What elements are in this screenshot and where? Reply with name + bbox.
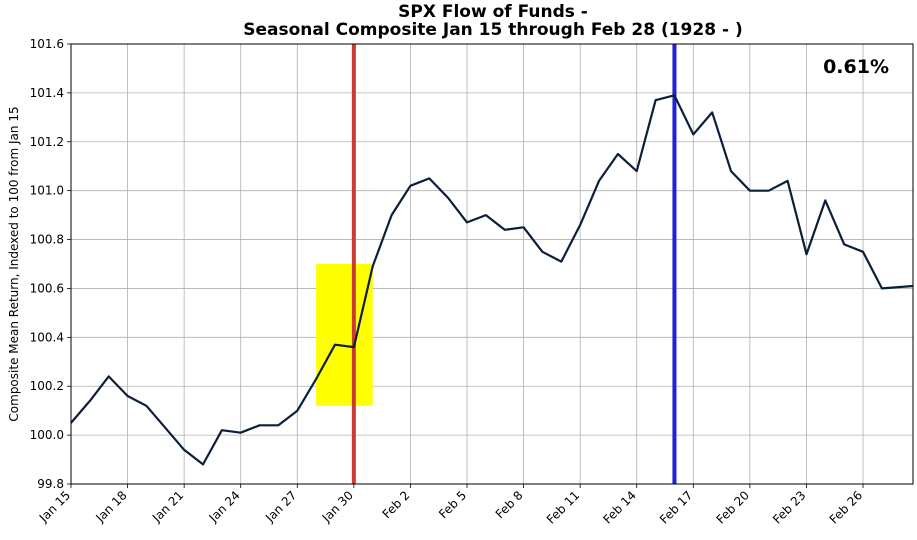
return-annotation: 0.61% xyxy=(823,56,889,78)
x-tick-label: Jan 15 xyxy=(36,488,73,525)
x-tick-label: Feb 14 xyxy=(600,488,638,526)
y-tick-label: 100.6 xyxy=(30,281,64,295)
highlight-box xyxy=(316,264,373,406)
x-tick-label: Feb 11 xyxy=(544,488,582,526)
x-tick-label: Feb 17 xyxy=(657,488,695,526)
plot-frame xyxy=(70,43,914,485)
x-tick-label: Jan 30 xyxy=(319,488,356,525)
y-tick-label: 100.2 xyxy=(30,379,64,393)
chart-title-line2: Seasonal Composite Jan 15 through Feb 28… xyxy=(243,20,742,40)
x-tick-label: Jan 18 xyxy=(93,488,130,525)
x-tick-label: Jan 24 xyxy=(206,488,243,525)
y-axis-label: Composite Mean Return, Indexed to 100 fr… xyxy=(7,106,21,421)
grid-lines xyxy=(70,43,913,485)
y-tick-label: 99.8 xyxy=(37,477,64,491)
chart-title-line1: SPX Flow of Funds - xyxy=(398,2,588,22)
y-tick-label: 101.6 xyxy=(30,37,64,51)
x-tick-label: Jan 27 xyxy=(262,488,299,525)
x-tick-label: Feb 23 xyxy=(770,488,808,526)
y-tick-label: 101.0 xyxy=(30,184,64,198)
y-tick-label: 101.2 xyxy=(30,135,64,149)
x-tick-label: Feb 20 xyxy=(714,488,752,526)
y-tick-label: 101.4 xyxy=(30,86,64,100)
series-line xyxy=(70,94,914,466)
y-tick-label: 100.8 xyxy=(30,233,64,247)
x-tick-label: Feb 8 xyxy=(493,488,526,521)
x-tick-label: Feb 2 xyxy=(380,488,413,521)
y-tick-label: 100.0 xyxy=(30,428,64,442)
y-tick-label: 100.4 xyxy=(30,330,64,344)
x-tick-label: Feb 5 xyxy=(436,488,469,521)
x-tick-label: Jan 21 xyxy=(149,488,186,525)
x-tick-label: Feb 26 xyxy=(827,488,865,526)
